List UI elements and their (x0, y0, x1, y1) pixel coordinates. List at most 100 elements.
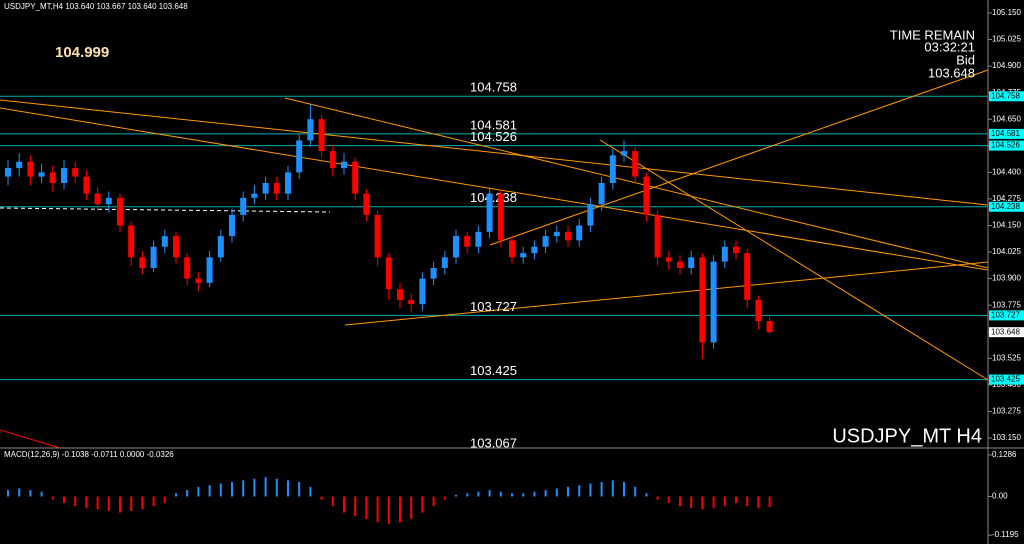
candle-body (733, 246, 739, 254)
bid-box-label: 103.648 (991, 327, 1020, 336)
time-remain: 03:32:21 (924, 39, 975, 54)
macd-bar (298, 481, 301, 497)
candle-body (497, 193, 504, 241)
macd-bar (29, 490, 32, 497)
bid-box (989, 327, 1024, 338)
candle-body (397, 289, 403, 300)
candle-body (341, 161, 347, 169)
level-label: 103.067 (470, 435, 517, 450)
level-label: 104.758 (470, 80, 517, 95)
level-box (989, 140, 1024, 151)
macd-bar (634, 486, 637, 497)
macd-bar (757, 496, 760, 508)
macd-bar (51, 496, 54, 500)
y-tick-label: 104.025 (992, 247, 1021, 256)
candle-body (273, 182, 280, 194)
level-box (989, 310, 1024, 321)
candle-body (710, 261, 717, 343)
macd-bar (219, 483, 222, 497)
candle-body (262, 182, 269, 194)
macd-bar (231, 481, 233, 497)
macd-bar (208, 485, 211, 497)
level-box-label: 103.425 (991, 375, 1020, 384)
macd-bar (130, 496, 133, 512)
macd-bar (432, 496, 435, 507)
trend-line (344, 261, 989, 326)
candle-body (105, 197, 112, 205)
macd-bar (499, 491, 502, 497)
y-tick-label: 104.150 (992, 221, 1021, 230)
candle-body (688, 257, 695, 268)
macd-bar (40, 491, 43, 497)
y-tick-label: 104.650 (992, 114, 1021, 123)
candle-body (598, 182, 605, 205)
candle-body (576, 225, 583, 241)
candle-body (654, 214, 661, 258)
y-tick-label: -0.1195 (992, 530, 1019, 539)
bid-value: 103.648 (928, 65, 975, 80)
candle-body (609, 155, 616, 183)
candle-body (486, 193, 493, 232)
candle-body (5, 168, 11, 177)
y-tick-label: 105.025 (992, 35, 1021, 44)
candle-body (430, 267, 437, 279)
macd-bar (376, 496, 379, 523)
macd-bar (242, 480, 245, 497)
level-box-label: 104.758 (991, 91, 1020, 100)
macd-bar (107, 496, 110, 512)
trend-line (0, 99, 989, 206)
trend-line (0, 429, 61, 449)
macd-bar (667, 496, 670, 503)
candle-body (38, 172, 45, 177)
bid-label: Bid (956, 52, 975, 67)
annotation: 104.999 (55, 44, 109, 61)
macd-bar (768, 496, 771, 508)
candle-body (16, 161, 23, 169)
level-box-label: 104.526 (991, 141, 1020, 150)
y-tick-label: 103.275 (992, 407, 1021, 416)
macd-bar (320, 496, 323, 500)
candle-body (195, 278, 202, 283)
candle-body (251, 193, 258, 198)
macd-bar (421, 496, 424, 513)
y-tick-label: 103.775 (992, 300, 1021, 309)
candle-body (139, 257, 146, 268)
macd-bar (410, 496, 413, 520)
candle-body (173, 236, 179, 258)
macd-bar (253, 478, 256, 497)
macd-bar (611, 480, 614, 497)
level-label: 103.727 (470, 299, 517, 314)
macd-bar (443, 496, 446, 500)
macd-bar (309, 486, 312, 497)
y-tick-label: 103.525 (992, 353, 1021, 362)
macd-bar (723, 496, 726, 507)
macd-bar (119, 496, 121, 513)
candle-body (621, 151, 627, 156)
trend-line (284, 97, 989, 269)
time-label: TIME REMAIN (890, 27, 975, 42)
macd-bar (578, 485, 581, 497)
macd-bar (365, 496, 368, 520)
candle-body (27, 161, 34, 177)
macd-bar (141, 496, 144, 510)
candle-body (408, 299, 415, 305)
candle-body (296, 140, 303, 173)
macd-bar (18, 488, 21, 497)
macd-bar (488, 490, 491, 497)
macd-title: MACD(12,26,9) -0.1038 -0.0711 0.0000 -0.… (4, 450, 174, 459)
macd-bar (477, 491, 480, 497)
macd-bar (544, 490, 547, 497)
candle-body (374, 214, 381, 258)
candle-body (665, 257, 672, 262)
macd-bar (354, 496, 357, 516)
level-box-label: 104.238 (991, 202, 1020, 211)
trend-lines (0, 69, 989, 449)
candle-body (161, 236, 168, 247)
trend-line (489, 69, 989, 246)
macd-bar (455, 494, 457, 497)
candle-body (229, 214, 235, 237)
macd-bar (287, 480, 289, 497)
macd-bar (343, 496, 345, 513)
macd-bar (522, 493, 525, 497)
macd-bar (63, 496, 65, 503)
